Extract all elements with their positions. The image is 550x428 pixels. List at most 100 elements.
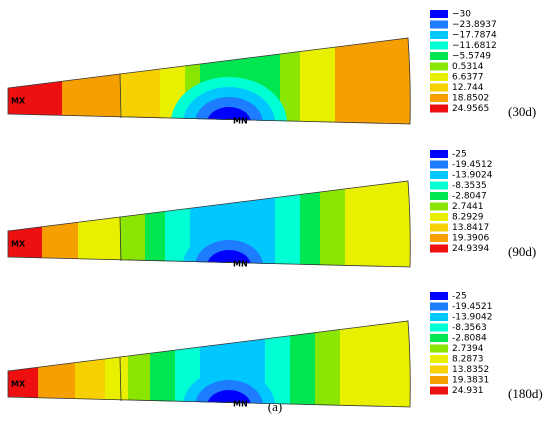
- legend-label: −11.6812: [452, 41, 497, 51]
- contour: [8, 38, 411, 124]
- contour-band: [275, 181, 301, 267]
- min-tag: MN: [233, 117, 248, 126]
- legend-swatch: [430, 292, 448, 300]
- legend-swatch: [430, 31, 448, 39]
- legend-label: 6.6377: [452, 73, 484, 83]
- legend-label: −23.8937: [452, 20, 497, 30]
- legend-label: 24.931: [452, 386, 484, 396]
- min-tag: MN: [233, 400, 248, 409]
- legend-label: 13.8352: [452, 365, 489, 375]
- contour-band: [345, 181, 411, 267]
- legend-swatch: [430, 202, 448, 211]
- contour-band: [300, 38, 336, 124]
- legend-label: 24.9565: [452, 104, 489, 114]
- legend-label: 8.2929: [452, 213, 484, 223]
- contour-band: [280, 38, 301, 124]
- legend-swatch: [430, 344, 448, 353]
- legend-label: −5.5749: [452, 52, 491, 62]
- legend-label: -25: [452, 292, 467, 302]
- contour-ring: [195, 240, 263, 267]
- contour-band: [290, 321, 316, 407]
- contour-band: [150, 321, 176, 407]
- outline: [7, 37, 411, 125]
- outline: [7, 320, 411, 408]
- legend-swatch: [430, 20, 448, 29]
- legend-swatch: [430, 313, 448, 321]
- legend-swatch: [430, 323, 448, 332]
- legend-swatch: [430, 150, 448, 158]
- contour-band: [315, 321, 341, 407]
- panel-label: (90d): [508, 244, 536, 259]
- contour-ring: [195, 97, 263, 124]
- panel-label: (180d): [508, 386, 543, 401]
- legend-label: -8.3535: [452, 181, 487, 191]
- contour-band: [340, 321, 361, 407]
- legend-label: 2.7394: [452, 344, 484, 354]
- legend-label: -19.4512: [452, 160, 492, 170]
- contour-band: [360, 321, 411, 407]
- contour: [8, 321, 411, 407]
- legend-swatch: [430, 94, 448, 102]
- legend-swatch: [430, 244, 448, 253]
- section-line: [119, 216, 122, 262]
- legend-swatch: [430, 302, 448, 311]
- legend-label: -2.8047: [452, 192, 487, 202]
- contour-band: [78, 181, 121, 267]
- legend-swatch: [430, 181, 448, 190]
- contour-band: [335, 38, 411, 124]
- legend-swatch: [430, 213, 448, 221]
- legend-label: 19.3831: [452, 376, 489, 386]
- legend-label: 13.8417: [452, 223, 489, 233]
- section-line: [119, 73, 122, 119]
- contour-band: [120, 181, 146, 267]
- legend-label: 0.5314: [452, 62, 484, 72]
- legend-swatch: [430, 334, 448, 342]
- max-tag: MX: [11, 97, 26, 106]
- outline: [7, 180, 411, 268]
- section-line: [119, 356, 122, 402]
- legend-swatch: [430, 234, 448, 242]
- legend-label: 12.744: [452, 83, 484, 93]
- legend-swatch: [430, 171, 448, 179]
- legend-swatch: [430, 62, 448, 71]
- legend-label: -25: [452, 150, 467, 160]
- legend-label: -13.9042: [452, 313, 492, 323]
- legend-swatch: [430, 192, 448, 200]
- contour-band: [320, 181, 346, 267]
- panel: MX MN −30−23.8937−17.7874−11.6812−5.57490.…: [7, 10, 536, 126]
- legend-swatch: [430, 386, 448, 395]
- legend-swatch: [430, 376, 448, 384]
- legend-label: 24.9394: [452, 244, 489, 254]
- legend-label: −30: [452, 10, 471, 20]
- contour-band: [300, 181, 321, 267]
- legend-swatch: [430, 365, 448, 374]
- contour-band: [145, 181, 166, 267]
- max-tag: MX: [11, 240, 26, 249]
- legend-swatch: [430, 10, 448, 18]
- legend-label: -8.3563: [452, 323, 487, 333]
- min-tag: MN: [233, 260, 248, 269]
- contour-band: [120, 38, 161, 124]
- legend-swatch: [430, 160, 448, 169]
- legend-label: -13.9024: [452, 171, 493, 181]
- legend-swatch: [430, 223, 448, 232]
- panel: MX MN -25-19.4512-13.9024-8.3535-2.80472.7…: [7, 150, 536, 269]
- legend-label: −17.7874: [452, 31, 497, 41]
- legend-swatch: [430, 52, 448, 60]
- legend-swatch: [430, 104, 448, 113]
- legend-label: 18.8502: [452, 94, 489, 104]
- contour-band: [105, 321, 129, 407]
- legend-label: 8.2873: [452, 355, 484, 365]
- contour-band: [75, 321, 106, 407]
- legend-label: -19.4521: [452, 302, 492, 312]
- max-tag: MX: [11, 380, 26, 389]
- legend-label: 2.7441: [452, 202, 484, 212]
- legend-swatch: [430, 355, 448, 363]
- legend-swatch: [430, 41, 448, 50]
- contour: [8, 181, 411, 267]
- panel: MX MN -25-19.4521-13.9042-8.3563-2.80842.7…: [7, 292, 543, 409]
- legend-label: -2.8084: [452, 334, 487, 344]
- legend-swatch: [430, 83, 448, 92]
- legend-swatch: [430, 73, 448, 81]
